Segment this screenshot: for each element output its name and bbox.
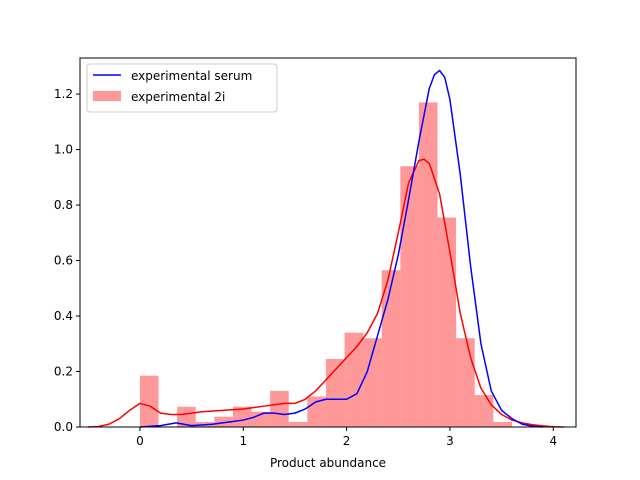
x-tick-label: 1	[239, 434, 247, 448]
legend-2i-patch	[93, 91, 121, 101]
y-axis-ticks: 0.0 0.2 0.4 0.6 0.8 1.0 1.2	[54, 87, 80, 434]
legend-serum-label: experimental serum	[131, 69, 252, 83]
histogram-bar	[456, 338, 475, 427]
histogram-bar	[474, 395, 494, 427]
y-tick-label: 0.8	[54, 198, 73, 212]
histogram-bars	[139, 102, 512, 427]
histogram-bar	[381, 270, 401, 427]
y-tick-label: 1.0	[54, 143, 73, 157]
axes-frame	[79, 57, 577, 428]
y-tick-label: 0.6	[54, 254, 73, 268]
x-axis-label: Product abundance	[270, 456, 386, 470]
histogram-bar	[344, 332, 364, 427]
x-tick-label: 2	[343, 434, 351, 448]
histogram-bar	[437, 217, 457, 427]
histogram-bar	[400, 166, 419, 427]
x-tick-label: 0	[136, 434, 144, 448]
legend-2i-label: experimental 2i	[131, 90, 225, 104]
histogram-bar	[325, 359, 345, 427]
y-tick-label: 0.2	[54, 365, 73, 379]
histogram-bar	[288, 422, 308, 427]
legend: experimental serum experimental 2i	[86, 63, 278, 113]
histogram-bar	[493, 422, 512, 427]
histogram-bar	[363, 338, 382, 427]
twoi-density-line	[88, 158, 564, 428]
x-tick-label: 3	[446, 434, 454, 448]
x-tick-label: 4	[549, 434, 557, 448]
density-lines	[88, 69, 564, 428]
histogram-bar	[232, 406, 252, 427]
histogram-bar	[177, 406, 196, 427]
y-tick-label: 1.2	[54, 87, 73, 101]
y-tick-label: 0.4	[54, 309, 73, 323]
plot-area: 0 1 2 3 4 0.0 0.2 0.4 0.6 0.8 1.0 1.2	[54, 57, 577, 448]
histogram-bar	[418, 102, 438, 427]
x-axis-ticks: 0 1 2 3 4	[136, 427, 557, 448]
y-tick-label: 0.0	[54, 420, 73, 434]
legend-box	[86, 63, 278, 113]
histogram-bar	[214, 416, 233, 427]
histogram-bar	[270, 390, 289, 427]
serum-density-line	[139, 69, 543, 428]
histogram-bar	[139, 375, 159, 427]
